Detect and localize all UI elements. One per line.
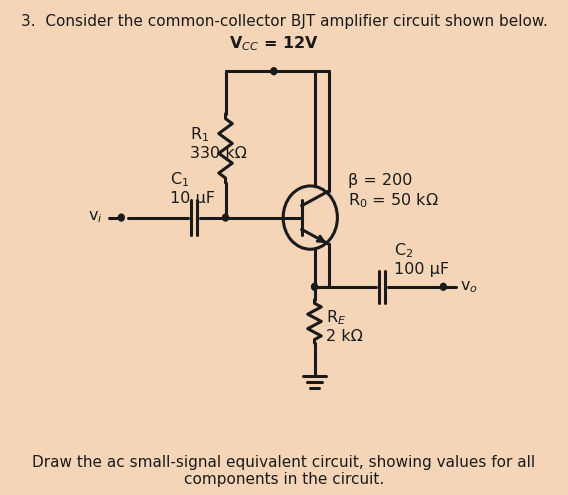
Text: R$_1$
330 kΩ: R$_1$ 330 kΩ	[190, 125, 247, 161]
Circle shape	[271, 68, 277, 75]
Text: V$_{CC}$ = 12V: V$_{CC}$ = 12V	[229, 35, 319, 53]
Text: R$_E$
2 kΩ: R$_E$ 2 kΩ	[327, 308, 364, 345]
Text: Draw the ac small-signal equivalent circuit, showing values for all
components i: Draw the ac small-signal equivalent circ…	[32, 455, 536, 488]
Circle shape	[311, 283, 318, 290]
Text: v$_i$: v$_i$	[88, 210, 103, 225]
Text: β = 200
R$_0$ = 50 kΩ: β = 200 R$_0$ = 50 kΩ	[348, 173, 439, 209]
Circle shape	[118, 214, 124, 221]
Circle shape	[223, 214, 228, 221]
Circle shape	[440, 283, 446, 290]
Text: C$_2$
100 μF: C$_2$ 100 μF	[394, 241, 449, 277]
Text: 3.  Consider the common-collector BJT amplifier circuit shown below.: 3. Consider the common-collector BJT amp…	[20, 14, 548, 29]
Text: C$_1$
10 μF: C$_1$ 10 μF	[170, 170, 215, 206]
Text: v$_o$: v$_o$	[460, 279, 478, 295]
